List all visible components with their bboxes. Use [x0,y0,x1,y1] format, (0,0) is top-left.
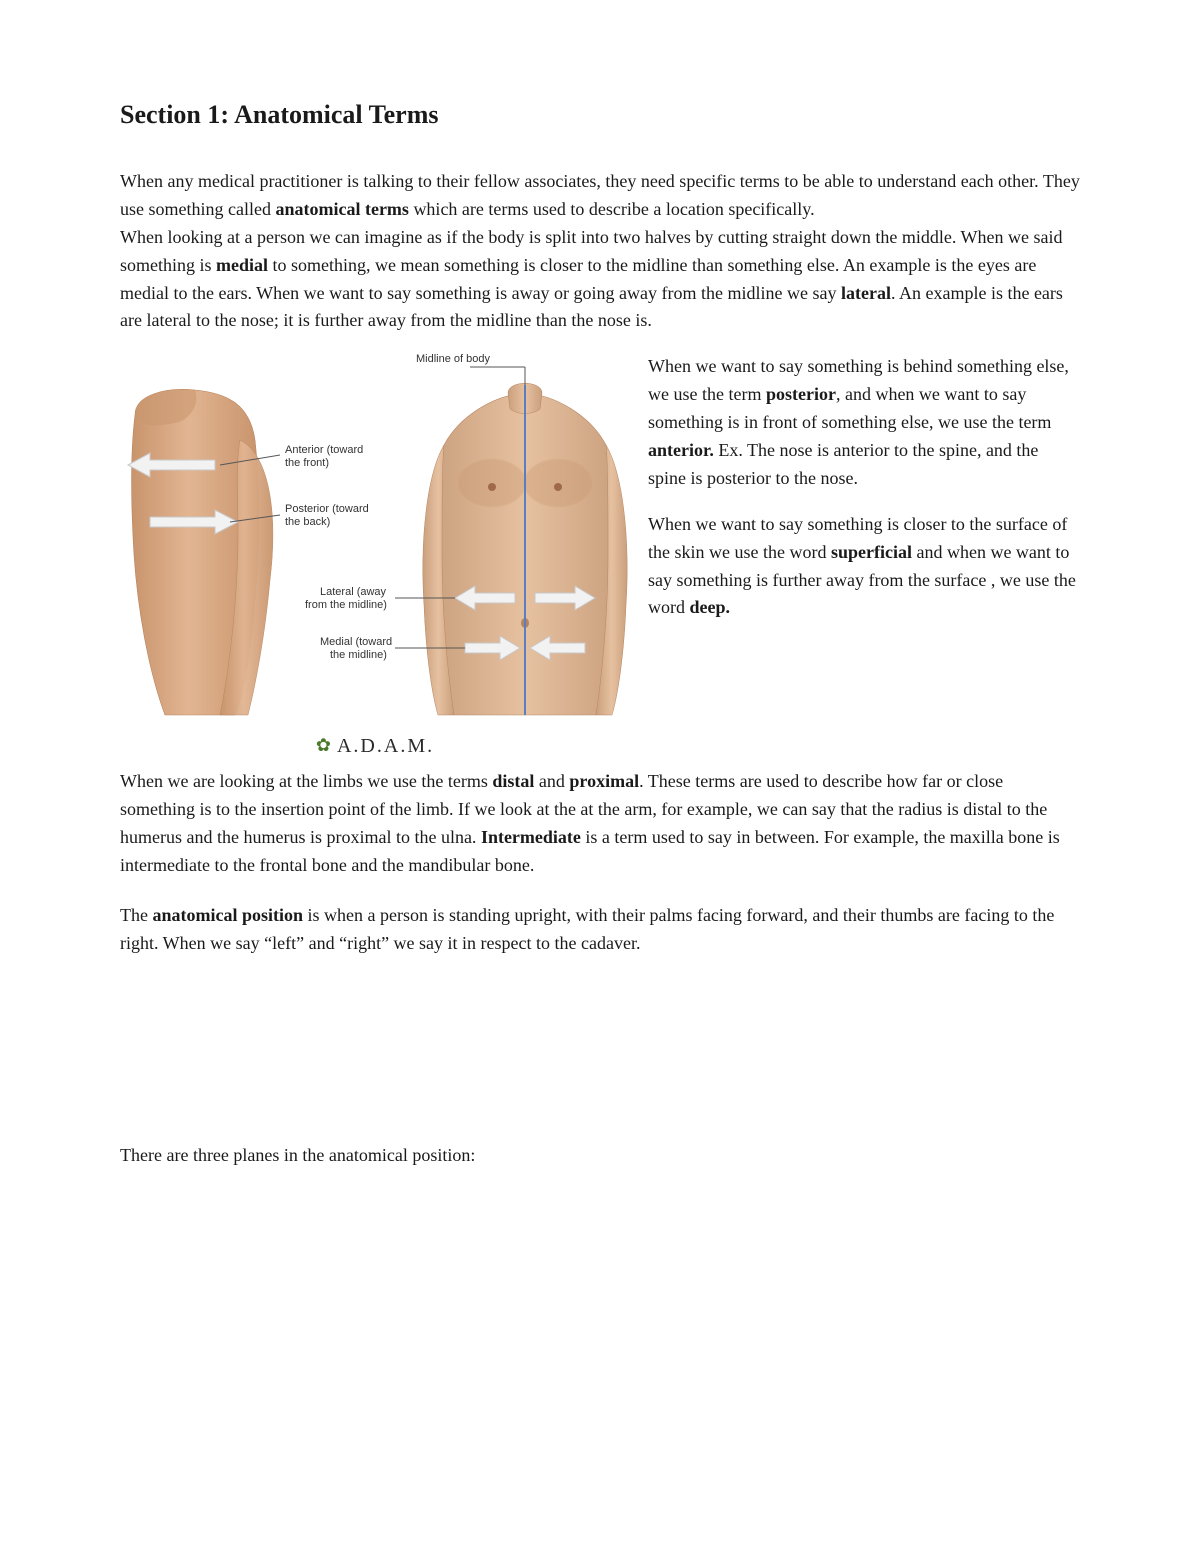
paragraph-7: There are three planes in the anatomical… [120,1142,1080,1170]
term-intermediate: Intermediate [481,827,581,847]
medial-label-l2: the midline) [330,649,387,661]
term-anatomical-position: anatomical position [152,905,303,925]
medial-label-l1: Medial (toward [320,636,392,648]
section-heading: Section 1: Anatomical Terms [120,100,1080,130]
text: which are terms used to describe a locat… [409,199,815,219]
term-superficial: superficial [831,542,912,562]
anatomy-figure: Anterior (toward the front) Posterior (t… [120,345,630,758]
side-torso [128,390,273,716]
anatomy-diagram-svg: Anterior (toward the front) Posterior (t… [120,345,630,725]
anterior-label-l1: Anterior (toward [285,444,363,456]
lateral-label-l2: from the midline) [305,599,387,611]
text: and [534,771,569,791]
lateral-label-l1: Lateral (away [320,586,387,598]
paragraph-6: The anatomical position is when a person… [120,902,1080,958]
front-torso [423,384,627,716]
term-medial: medial [216,255,268,275]
term-distal: distal [492,771,534,791]
paragraph-1: When any medical practitioner is talking… [120,168,1080,224]
text: The [120,905,152,925]
text: When we are looking at the limbs we use … [120,771,492,791]
logo-text: A.D.A.M. [337,735,434,757]
term-anatomical-terms: anatomical terms [275,199,408,219]
paragraph-5: When we are looking at the limbs we use … [120,768,1080,880]
term-proximal: proximal [569,771,639,791]
posterior-label-l1: Posterior (toward [285,503,369,515]
anterior-label-l2: the front) [285,457,329,469]
term-posterior: posterior [766,384,836,404]
posterior-label-l2: the back) [285,516,330,528]
term-lateral: lateral [841,283,891,303]
document-page: Section 1: Anatomical Terms When any med… [0,0,1200,1553]
term-anterior: anterior. [648,440,714,460]
leaf-icon: ✿ [316,735,333,756]
midline-label: Midline of body [416,353,490,365]
vertical-spacer [120,962,1080,1142]
paragraph-2: When looking at a person we can imagine … [120,224,1080,336]
figure-logo: ✿A.D.A.M. [120,735,630,758]
term-deep: deep. [690,597,731,617]
